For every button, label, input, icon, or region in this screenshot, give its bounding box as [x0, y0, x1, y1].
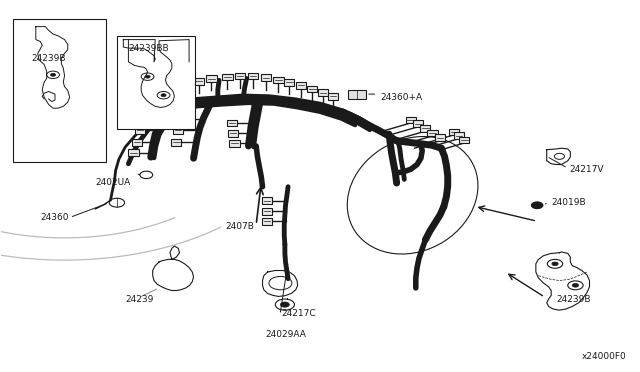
FancyBboxPatch shape: [13, 19, 106, 162]
Circle shape: [572, 283, 579, 287]
FancyBboxPatch shape: [227, 120, 237, 126]
FancyBboxPatch shape: [228, 130, 238, 137]
FancyBboxPatch shape: [328, 93, 338, 100]
FancyBboxPatch shape: [460, 137, 469, 143]
Text: 2407B: 2407B: [225, 222, 254, 231]
FancyBboxPatch shape: [284, 79, 294, 86]
FancyBboxPatch shape: [420, 125, 431, 132]
Text: 24360+A: 24360+A: [381, 93, 423, 102]
FancyBboxPatch shape: [348, 90, 366, 99]
FancyBboxPatch shape: [273, 77, 284, 83]
FancyBboxPatch shape: [262, 218, 272, 225]
FancyBboxPatch shape: [117, 36, 195, 129]
FancyBboxPatch shape: [318, 89, 328, 96]
FancyBboxPatch shape: [262, 198, 272, 204]
Circle shape: [161, 94, 166, 97]
Text: 24217V: 24217V: [569, 165, 604, 174]
FancyBboxPatch shape: [406, 117, 416, 124]
Text: 24360: 24360: [40, 213, 68, 222]
FancyBboxPatch shape: [132, 139, 142, 145]
Text: 24019B: 24019B: [552, 198, 586, 207]
FancyBboxPatch shape: [173, 127, 183, 134]
FancyBboxPatch shape: [222, 74, 232, 80]
FancyBboxPatch shape: [413, 121, 424, 127]
FancyBboxPatch shape: [175, 116, 186, 123]
FancyBboxPatch shape: [296, 82, 306, 89]
FancyBboxPatch shape: [172, 139, 181, 145]
FancyBboxPatch shape: [435, 135, 445, 141]
Circle shape: [552, 262, 558, 266]
Circle shape: [531, 202, 543, 209]
FancyBboxPatch shape: [235, 73, 245, 79]
FancyBboxPatch shape: [454, 132, 465, 139]
FancyBboxPatch shape: [206, 75, 216, 82]
FancyBboxPatch shape: [248, 73, 258, 79]
FancyBboxPatch shape: [135, 127, 145, 134]
Text: 24029AA: 24029AA: [266, 330, 307, 340]
Circle shape: [280, 302, 289, 307]
Text: 24239: 24239: [125, 295, 154, 304]
FancyBboxPatch shape: [129, 149, 139, 156]
Text: 24239BB: 24239BB: [129, 44, 169, 53]
FancyBboxPatch shape: [193, 78, 204, 85]
FancyBboxPatch shape: [229, 140, 239, 147]
Circle shape: [145, 75, 150, 78]
Text: x24000F0: x24000F0: [582, 352, 627, 361]
Text: 24217C: 24217C: [282, 310, 316, 318]
Text: 24239B: 24239B: [556, 295, 591, 304]
FancyBboxPatch shape: [260, 74, 271, 81]
Text: 2402UA: 2402UA: [95, 178, 131, 187]
FancyBboxPatch shape: [428, 130, 438, 137]
FancyBboxPatch shape: [307, 86, 317, 92]
Circle shape: [51, 73, 56, 76]
Text: 24239B: 24239B: [31, 54, 66, 62]
FancyBboxPatch shape: [449, 129, 460, 135]
FancyBboxPatch shape: [262, 208, 272, 215]
